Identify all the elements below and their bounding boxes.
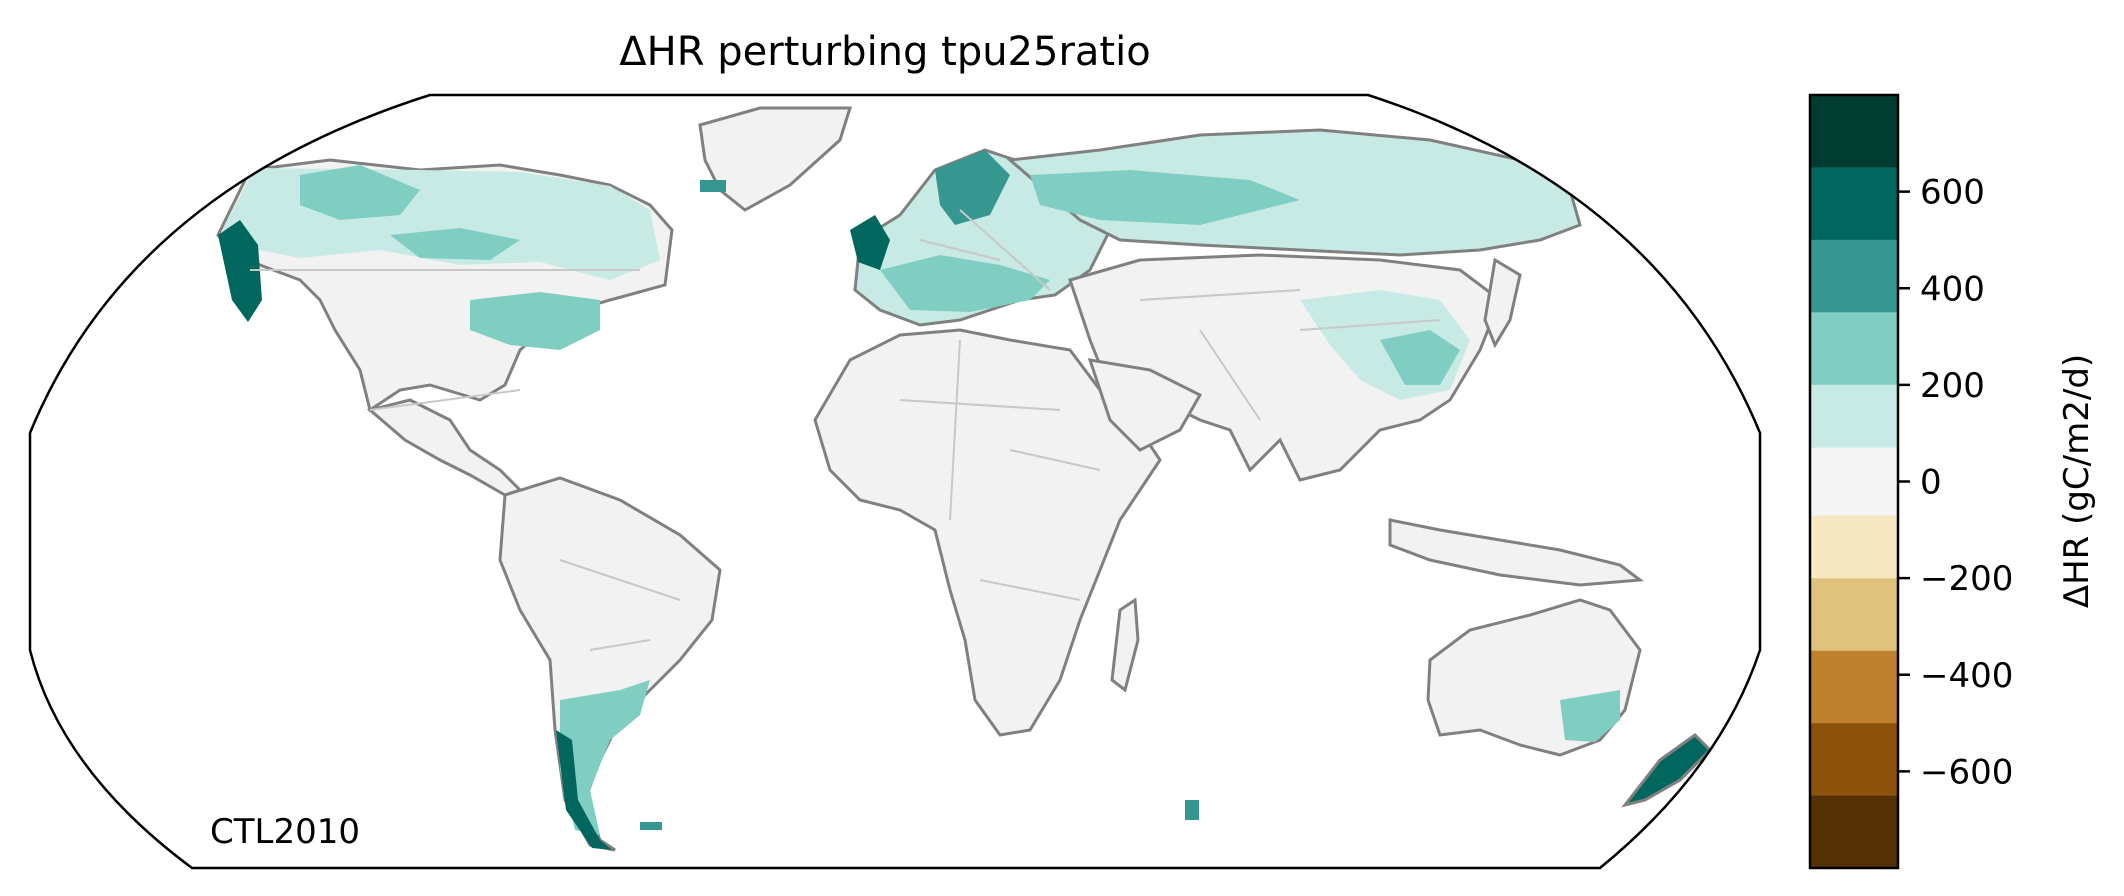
colorbar-label: ΔHR (gC/m2/d) (2057, 354, 2097, 608)
colorbar-segment (1810, 167, 1898, 240)
colorbar-tick-label: −400 (1920, 656, 2013, 696)
region-madagascar (1110, 597, 1140, 693)
country-borders (250, 209, 1441, 651)
colorbar-tick-label: 200 (1920, 366, 1985, 406)
region-russia (1006, 128, 1582, 257)
region-northeast-china (1380, 330, 1460, 385)
region-british-isles (850, 215, 890, 270)
colorbar-segment (1810, 239, 1898, 313)
colorbar: −600 −400 −200 0 200 400 600 ΔHR (gC/m2/d) (1808, 93, 2097, 870)
region-canada-mid (300, 165, 520, 260)
region-pacific-coast (218, 220, 262, 322)
colorbar-tick-label: 600 (1920, 173, 1985, 213)
region-south-georgia (1185, 800, 1199, 820)
region-southern-chile (556, 730, 612, 850)
region-iceland (700, 180, 726, 192)
map-title: ΔHR perturbing tpu25ratio (619, 29, 1150, 75)
region-central-europe (880, 255, 1050, 312)
colorbar-tick-label: 0 (1920, 463, 1942, 503)
colorbar-tick-label: −600 (1920, 752, 2013, 792)
region-scandinavia (935, 150, 1010, 225)
region-southeast-australia (1560, 690, 1620, 742)
colorbar-segment (1810, 795, 1898, 868)
region-indonesia (1388, 518, 1645, 587)
map-panel: CTL2010 (28, 93, 1762, 870)
colorbar-ticks: −600 −400 −200 0 200 400 600 (1898, 173, 2013, 792)
panel-label: CTL2010 (210, 812, 360, 852)
region-greenland (698, 106, 853, 212)
globe-outline (28, 93, 1762, 870)
region-japan (1483, 257, 1522, 349)
colorbar-segment (1810, 650, 1898, 724)
colorbar-segment (1810, 384, 1898, 448)
region-southern-south-america (560, 680, 650, 835)
region-falklands (640, 822, 662, 830)
colorbar-segments (1810, 95, 1898, 868)
region-arabia (1087, 358, 1203, 452)
colorbar-segment (1810, 723, 1898, 796)
region-africa (813, 328, 1162, 737)
colorbar-segment (1810, 515, 1898, 579)
region-russia-band (1030, 170, 1300, 225)
region-new-zealand (1621, 733, 1713, 808)
colorbar-segment (1810, 447, 1898, 516)
region-eastern-us (470, 292, 600, 350)
colorbar-tick-label: 400 (1920, 269, 1985, 309)
colorbar-segment (1810, 95, 1898, 168)
colorbar-segment (1810, 312, 1898, 385)
land-layer (216, 106, 1713, 852)
colorbar-segment (1810, 578, 1898, 651)
colorbar-tick-label: −200 (1920, 559, 2013, 599)
